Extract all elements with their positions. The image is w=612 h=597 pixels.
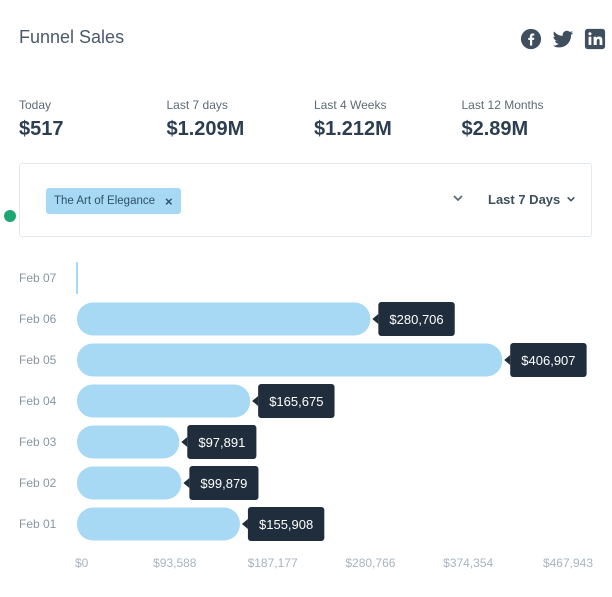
data-label-box <box>258 384 335 418</box>
x-tick-label: $187,177 <box>248 556 298 570</box>
stat-label: Last 4 Weeks <box>314 98 387 112</box>
category-label: Feb 07 <box>19 271 57 285</box>
stat-label: Last 12 Months <box>461 98 544 112</box>
x-tick-label: $0 <box>75 556 89 570</box>
bar <box>77 466 182 500</box>
stat-last-12-months: Last 12 Months $2.89M <box>462 98 610 141</box>
funnel-bar-chart: Feb 07 Feb 06 $280,706 Feb 05 $406,907 Feb 04… <box>19 262 593 570</box>
data-label-box <box>247 507 325 541</box>
chevron-down-icon[interactable] <box>452 191 464 205</box>
data-label: $165,675 <box>269 394 323 409</box>
filter-chip[interactable]: The Art of Elegance × <box>46 188 181 214</box>
chevron-down-icon <box>566 192 576 207</box>
data-label: $155,908 <box>259 517 313 532</box>
data-label-pointer <box>252 396 259 406</box>
category-label: Feb 01 <box>19 517 57 531</box>
data-label-box <box>378 302 455 336</box>
stat-label: Today <box>19 98 52 112</box>
data-label-box <box>510 343 587 377</box>
data-label-box <box>187 425 257 459</box>
category-label: Feb 04 <box>19 394 57 408</box>
data-label-pointer <box>181 437 188 447</box>
data-label-pointer <box>372 314 379 324</box>
category-label: Feb 06 <box>19 312 57 326</box>
stats-row: Today $517 Last 7 days $1.209M Last 4 We… <box>19 98 609 141</box>
stat-label: Last 7 days <box>166 98 228 112</box>
data-label: $99,879 <box>200 476 247 491</box>
data-label-box <box>189 466 259 500</box>
x-tick-label: $280,766 <box>345 556 395 570</box>
date-range-label: Last 7 Days <box>488 192 561 207</box>
data-label: $280,706 <box>389 312 443 327</box>
stat-value: $1.212M <box>314 118 392 140</box>
status-dot <box>4 210 16 222</box>
stat-today: Today $517 <box>19 98 167 141</box>
data-label-pointer <box>504 355 511 365</box>
data-label: $406,907 <box>521 353 575 368</box>
bar <box>77 507 240 541</box>
bar <box>77 343 503 377</box>
category-label: Feb 05 <box>19 353 57 367</box>
data-label-pointer <box>183 478 190 488</box>
data-label: $97,891 <box>198 435 245 450</box>
stat-value: $517 <box>19 118 64 140</box>
data-label-pointer <box>241 519 248 529</box>
social-links <box>520 28 606 50</box>
stat-value: $1.209M <box>166 118 245 140</box>
twitter-icon[interactable] <box>552 28 574 50</box>
stat-last-7-days: Last 7 days $1.209M <box>167 98 315 141</box>
x-tick-label: $374,354 <box>443 556 493 570</box>
bar <box>77 384 251 418</box>
category-label: Feb 03 <box>19 435 57 449</box>
bar <box>77 425 180 459</box>
stat-value: $2.89M <box>461 118 529 140</box>
filter-chip-label: The Art of Elegance <box>54 195 156 207</box>
x-tick-label: $467,943 <box>543 556 593 570</box>
category-label: Feb 02 <box>19 476 57 490</box>
x-tick-label: $93,588 <box>153 556 197 570</box>
linkedin-icon[interactable] <box>584 28 606 50</box>
page-title: Funnel Sales <box>19 27 125 47</box>
bar <box>77 302 371 336</box>
filter-bar: The Art of Elegance × Last 7 Days <box>19 163 592 237</box>
chip-remove-icon[interactable]: × <box>165 193 173 209</box>
date-range-dropdown[interactable]: Last 7 Days <box>488 192 576 207</box>
stat-last-4-weeks: Last 4 Weeks $1.212M <box>314 98 462 141</box>
facebook-icon[interactable] <box>520 28 542 50</box>
